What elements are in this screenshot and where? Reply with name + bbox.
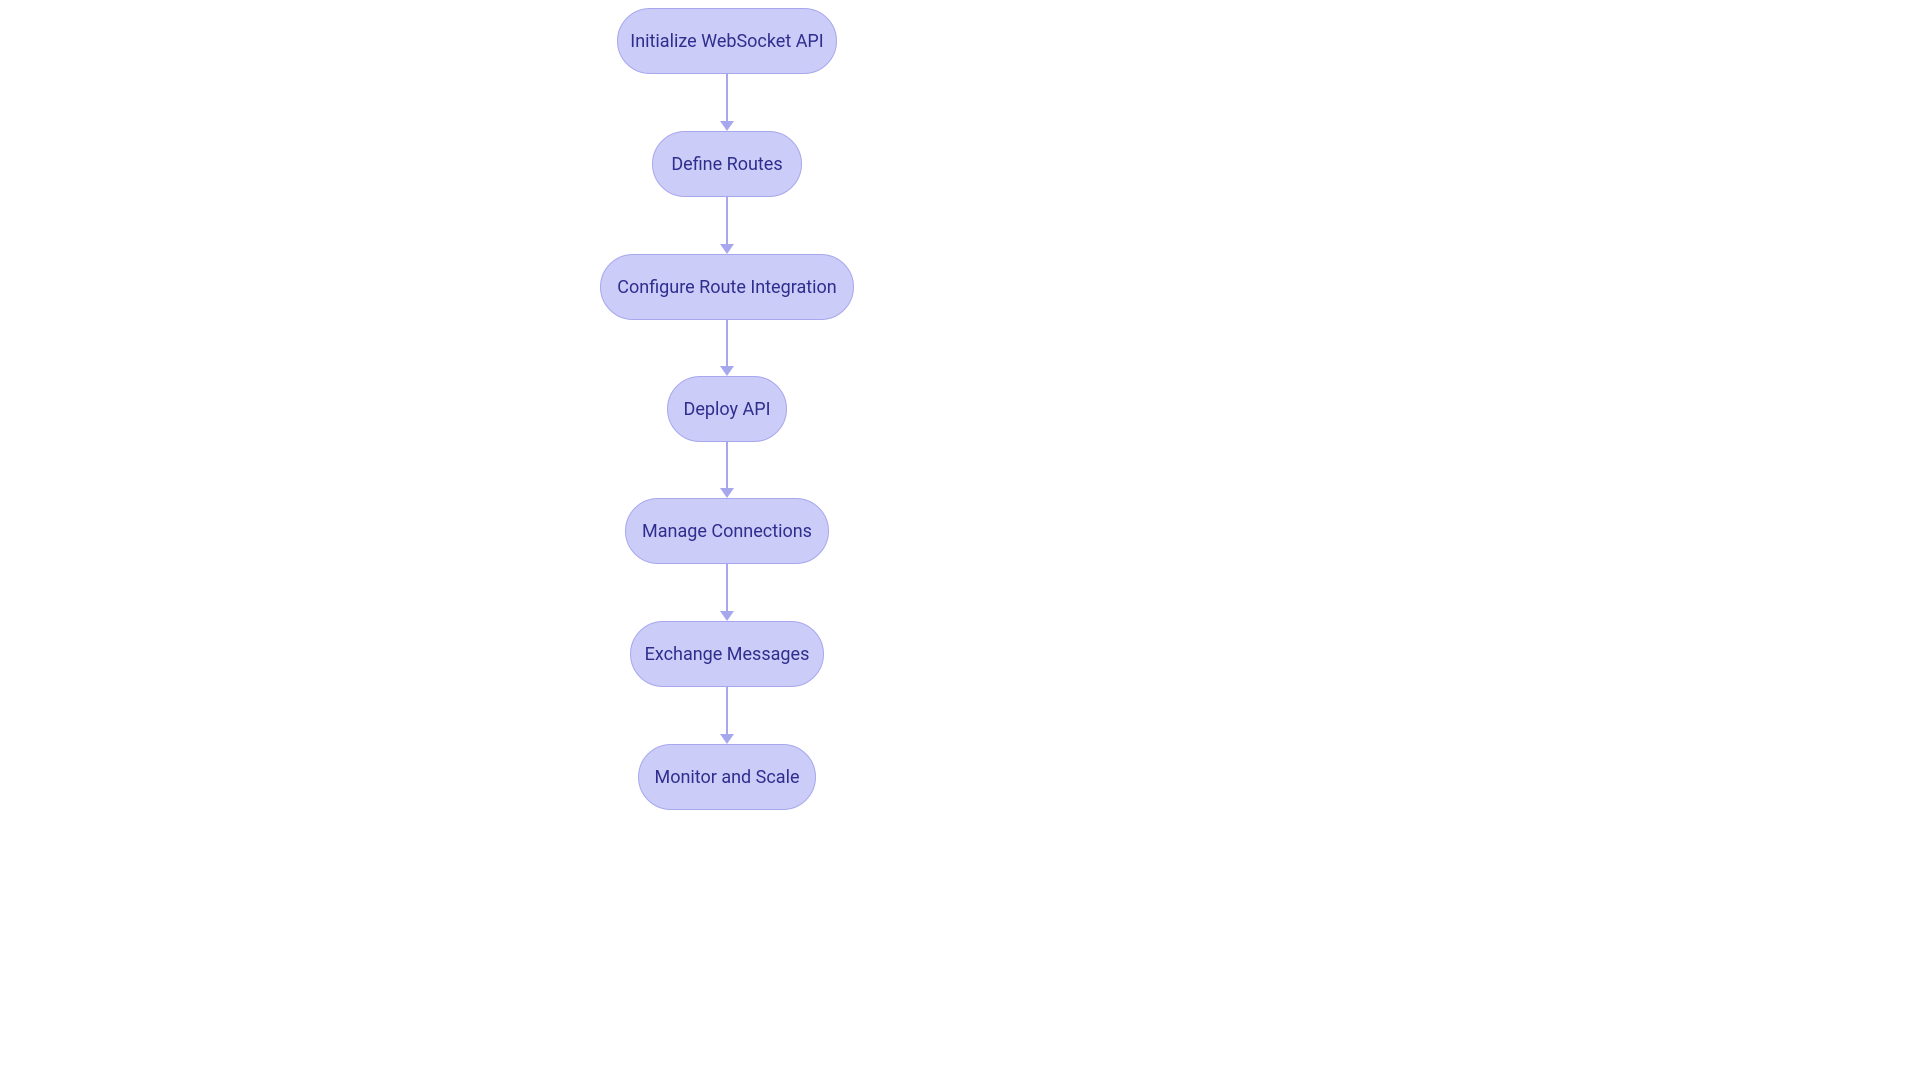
flowchart-edge	[717, 687, 737, 744]
flowchart-edge	[717, 197, 737, 254]
flowchart-edge	[717, 442, 737, 498]
flowchart-node: Monitor and Scale	[638, 744, 816, 810]
flowchart-edge	[717, 320, 737, 376]
flowchart-node-label: Define Routes	[671, 154, 782, 175]
flowchart-edge	[717, 564, 737, 621]
flowchart-node-label: Exchange Messages	[645, 644, 810, 665]
flowchart-node-label: Configure Route Integration	[617, 277, 836, 298]
flowchart-node: Define Routes	[652, 131, 802, 197]
flowchart-node: Deploy API	[667, 376, 787, 442]
flowchart-node: Exchange Messages	[630, 621, 824, 687]
flowchart-node: Configure Route Integration	[600, 254, 854, 320]
flowchart-node-label: Deploy API	[684, 399, 771, 420]
flowchart-canvas: Initialize WebSocket API Define Routes Con…	[0, 0, 1920, 1080]
flowchart-node-label: Manage Connections	[642, 521, 812, 542]
flowchart-edge	[717, 74, 737, 131]
flowchart-node-label: Initialize WebSocket API	[630, 31, 823, 52]
flowchart-node: Manage Connections	[625, 498, 829, 564]
flowchart-node: Initialize WebSocket API	[617, 8, 837, 74]
flowchart-node-label: Monitor and Scale	[654, 767, 799, 788]
